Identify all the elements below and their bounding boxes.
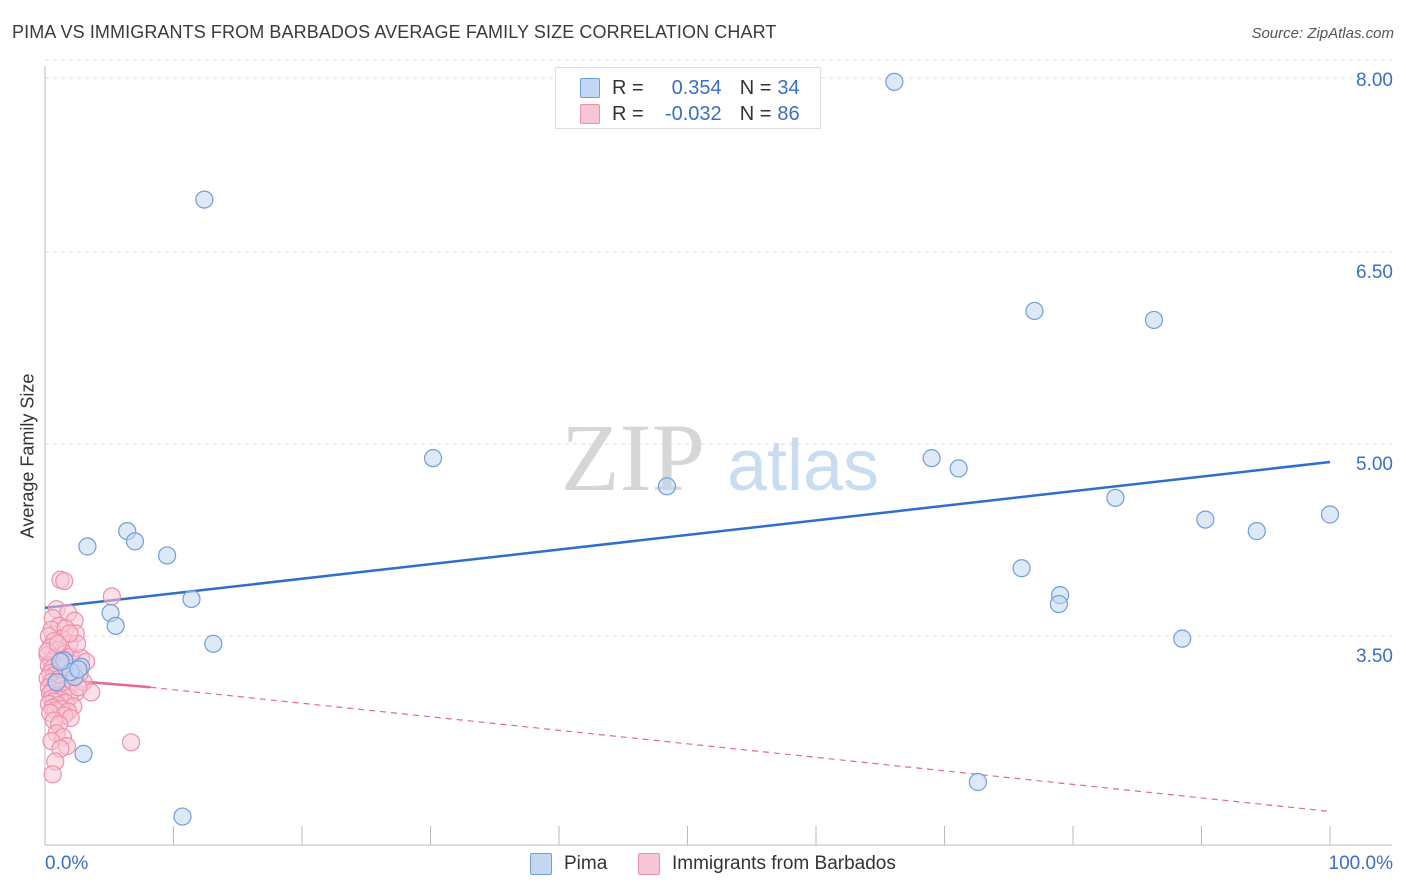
pima-r-value: 0.354: [671, 76, 722, 99]
pima-point: [1106, 488, 1125, 507]
barbados-r-value: -0.032: [664, 102, 722, 125]
pima-n-value: 34: [777, 76, 800, 99]
barbados-trend-extension: [150, 686, 1331, 813]
chart-title: PIMA VS IMMIGRANTS FROM BARBADOS AVERAGE…: [12, 22, 777, 42]
y-tick-label: 5.00: [1356, 454, 1393, 475]
data-points: [38, 72, 1340, 826]
correlation-legend: R = 0.354 N = 34 R = -0.032 N = 86: [555, 67, 821, 129]
pima-point: [74, 744, 93, 763]
pima-point: [922, 449, 941, 468]
pima-point: [657, 477, 677, 496]
y-tick-label: 6.50: [1356, 262, 1393, 283]
pima-swatch: [580, 78, 600, 98]
x-tick-label-min: 0.0%: [45, 853, 88, 874]
pima-point: [51, 652, 70, 671]
pima-point: [1144, 310, 1164, 330]
watermark-zip: ZIP: [561, 404, 705, 511]
pima-point: [1012, 559, 1031, 578]
pima-point: [949, 459, 968, 478]
pima-point: [1196, 510, 1215, 529]
barbados-n-value: 86: [777, 102, 800, 125]
pima-point: [157, 546, 177, 565]
n-label: N =: [739, 76, 772, 99]
legend-row-pima: R = 0.354 N = 34: [580, 76, 800, 100]
pima-point: [204, 634, 223, 653]
pima-point: [125, 532, 145, 551]
pima-legend-swatch: [530, 853, 552, 875]
source-label: Source: ZipAtlas.com: [1251, 25, 1394, 42]
pima-point: [885, 72, 904, 91]
tick-labels: 3.50 5.00 6.50 8.00 0.0% 100.0%: [45, 70, 1393, 874]
barbados-point: [43, 765, 62, 784]
pima-legend-label: Pima: [564, 853, 608, 874]
pima-point: [1320, 505, 1340, 524]
pima-point: [1049, 594, 1068, 614]
barbados-legend-label: Immigrants from Barbados: [672, 853, 896, 874]
barbados-point: [60, 624, 79, 643]
watermark: ZIP atlas: [561, 404, 879, 511]
y-tick-label: 3.50: [1356, 646, 1393, 667]
axes: [44, 66, 1392, 846]
barbados-point: [102, 587, 121, 606]
pima-point: [106, 616, 125, 635]
n-label: N =: [739, 102, 772, 125]
pima-point: [78, 537, 97, 556]
pima-point: [173, 807, 192, 826]
r-label: R =: [612, 102, 644, 125]
x-tick-label-max: 100.0%: [1329, 853, 1394, 874]
barbados-point: [121, 733, 141, 752]
series-legend-barbados[interactable]: Immigrants from Barbados: [638, 852, 896, 876]
pima-trend-line: [44, 460, 1331, 610]
pima-point: [423, 449, 443, 468]
pima-point: [195, 190, 214, 209]
pima-point: [69, 660, 88, 679]
series-legend-pima[interactable]: Pima: [530, 852, 607, 876]
pima-point: [1173, 629, 1192, 648]
pima-point: [1247, 522, 1266, 541]
barbados-legend-swatch: [638, 853, 660, 875]
pima-point: [47, 673, 66, 692]
trend-lines: [44, 460, 1331, 813]
r-label: R =: [612, 76, 644, 99]
pima-point: [968, 772, 988, 792]
barbados-point: [55, 571, 74, 591]
barbados-point: [48, 634, 67, 653]
legend-row-barbados: R = -0.032 N = 86: [580, 102, 800, 126]
pima-point: [182, 589, 201, 609]
pima-point: [1025, 301, 1044, 321]
barbados-swatch: [580, 104, 600, 124]
grid-lines: [45, 59, 1392, 637]
watermark-atlas: atlas: [727, 426, 879, 506]
y-tick-label: 8.00: [1356, 70, 1393, 91]
